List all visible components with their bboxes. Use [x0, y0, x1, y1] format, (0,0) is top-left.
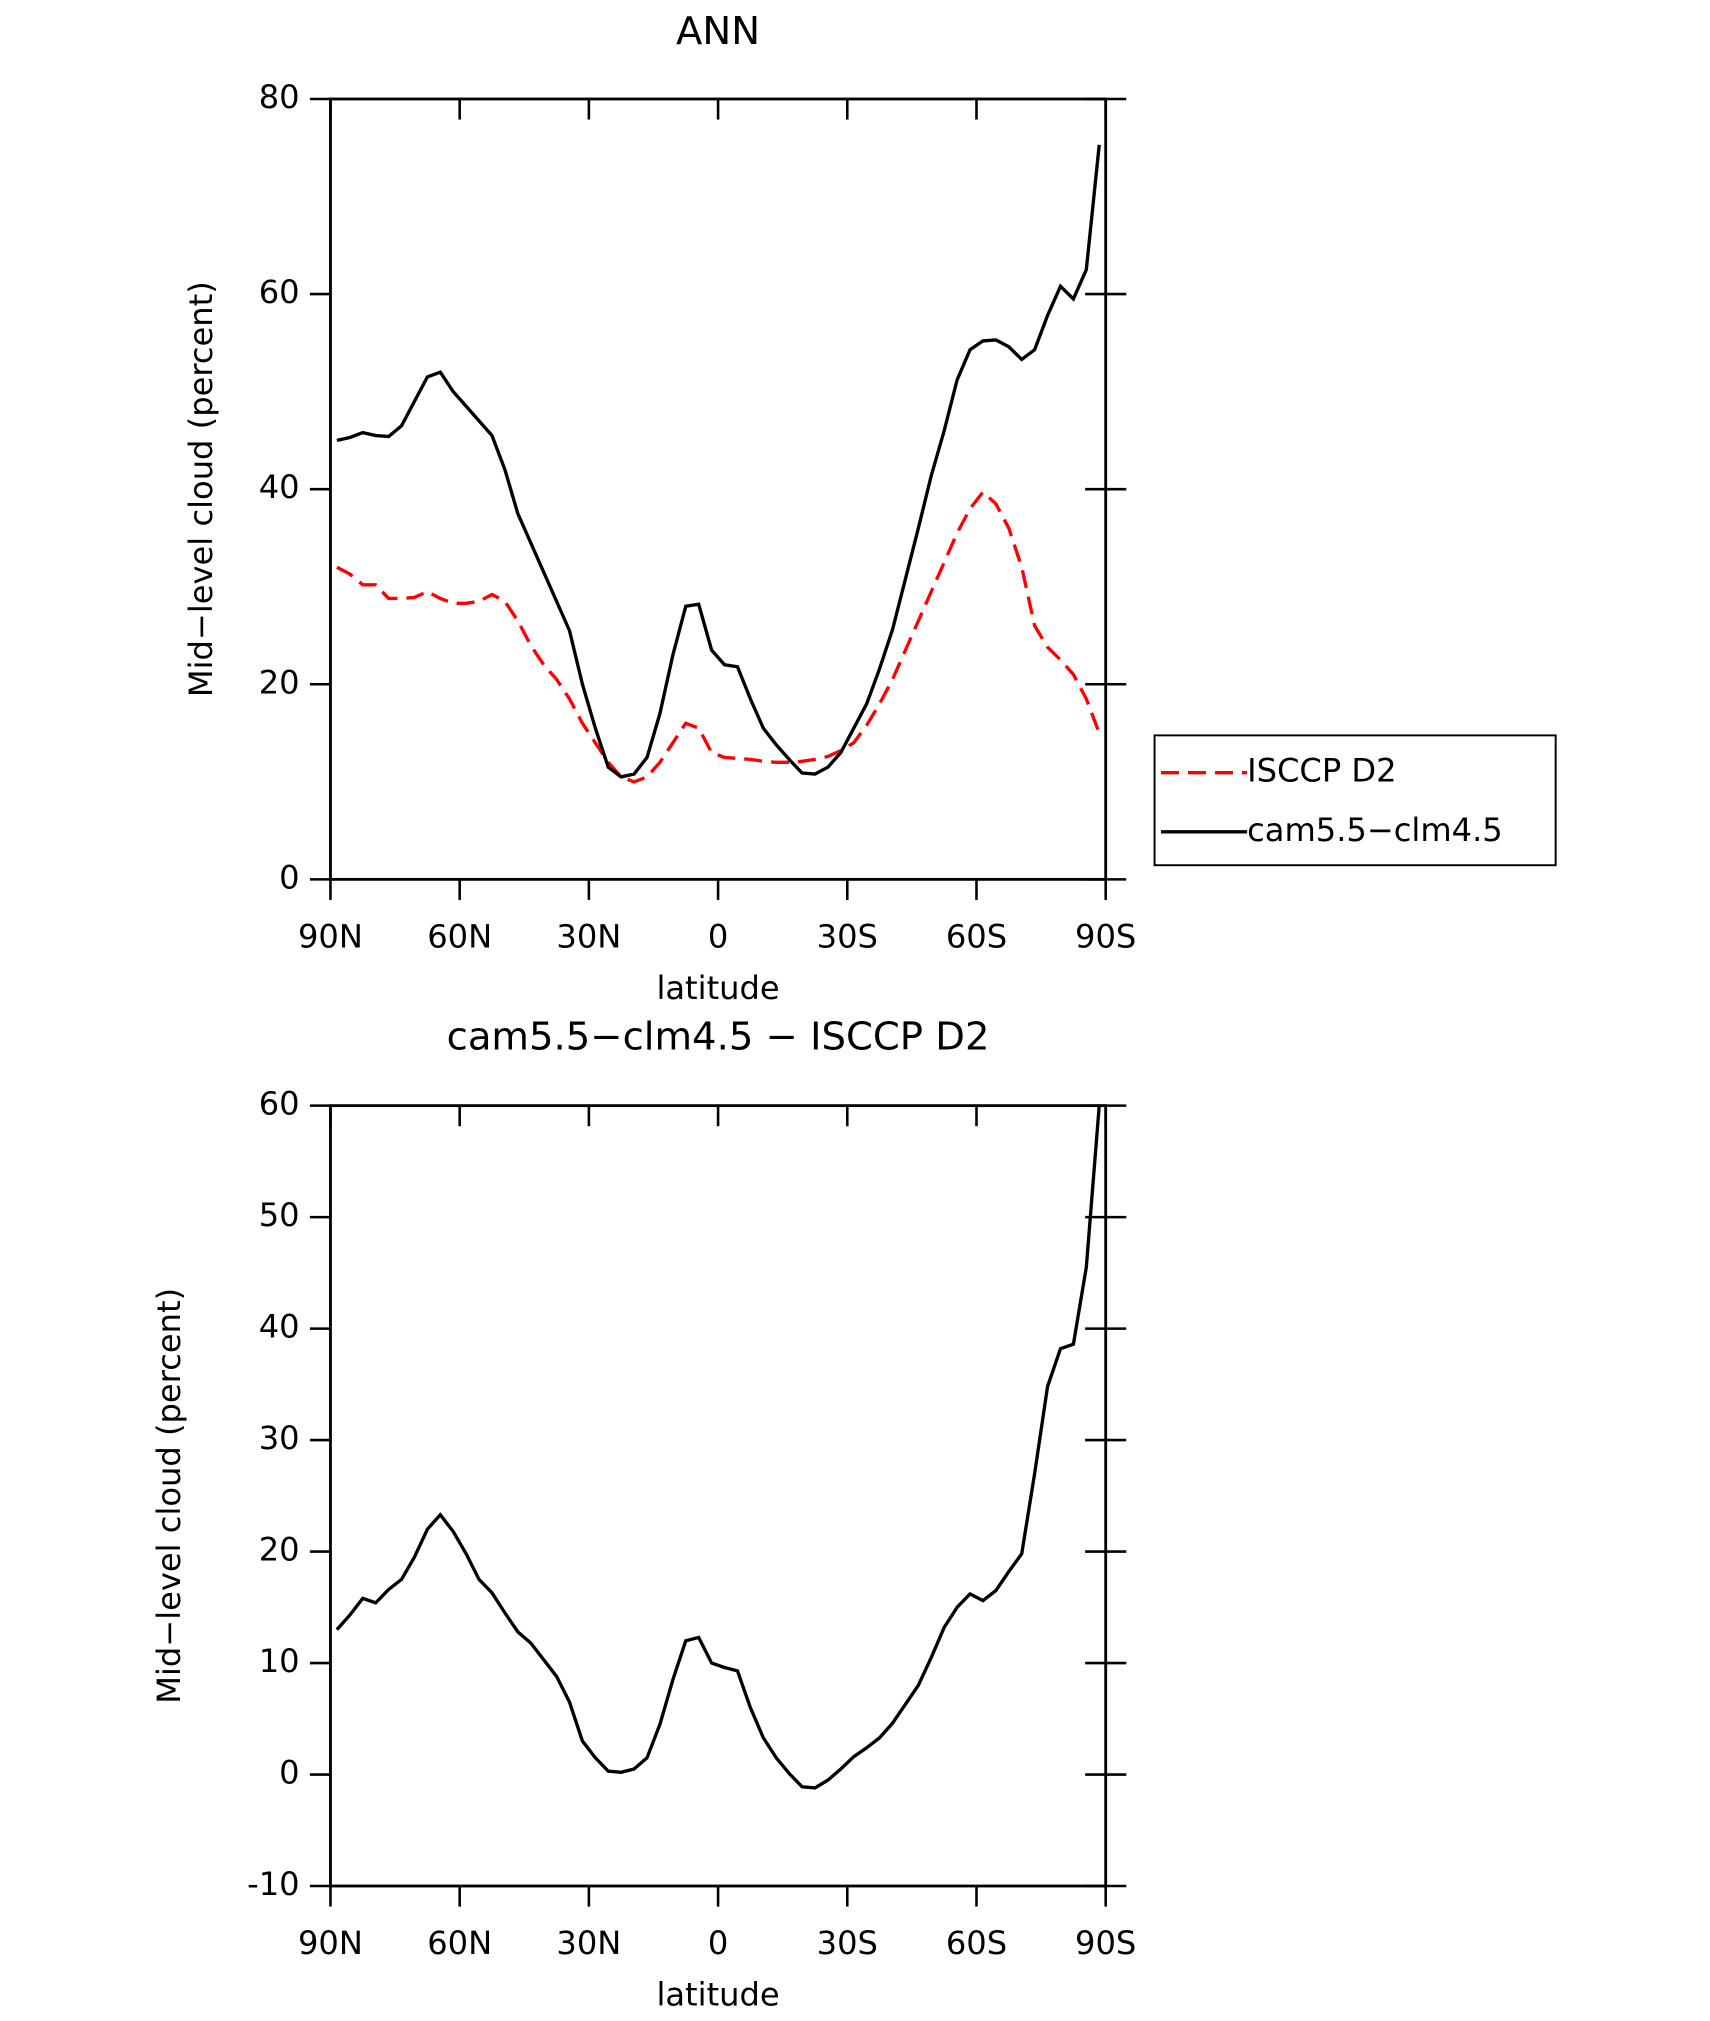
- x-tick-label: 30S: [817, 918, 878, 956]
- y-tick-label: 0: [279, 1754, 299, 1792]
- y-tick-label: 80: [259, 78, 300, 116]
- y-tick-label: -10: [247, 1865, 299, 1903]
- x-tick-label: 60S: [946, 1924, 1007, 1962]
- y-axis-label: Mid−level cloud (percent): [150, 1288, 188, 1704]
- x-tick-label: 60N: [427, 1924, 492, 1962]
- y-tick-label: 0: [279, 858, 299, 896]
- x-axis-label: latitude: [656, 1976, 779, 2014]
- x-axis-label: latitude: [656, 969, 779, 1007]
- y-tick-label: 40: [259, 468, 300, 506]
- x-tick-label: 90N: [298, 1924, 363, 1962]
- y-tick-label: 60: [259, 1085, 300, 1123]
- x-tick-label: 0: [708, 1924, 728, 1962]
- x-tick-label: 90S: [1075, 1924, 1136, 1962]
- x-tick-label: 90S: [1075, 918, 1136, 956]
- legend-label: ISCCP D2: [1247, 752, 1397, 790]
- y-tick-label: 30: [259, 1419, 300, 1457]
- y-tick-label: 10: [259, 1642, 300, 1680]
- series-line: [336, 489, 1101, 784]
- x-tick-label: 30S: [817, 1924, 878, 1962]
- y-tick-label: 60: [259, 273, 300, 311]
- x-tick-label: 60S: [946, 918, 1007, 956]
- chart-title: ANN: [676, 9, 760, 54]
- chart-title: cam5.5−clm4.5 − ISCCP D2: [447, 1014, 990, 1059]
- x-tick-label: 0: [708, 918, 728, 956]
- x-tick-label: 30N: [556, 918, 621, 956]
- x-tick-label: 60N: [427, 918, 492, 956]
- legend-label: cam5.5−clm4.5: [1247, 811, 1503, 849]
- series-line: [336, 144, 1101, 779]
- plot-frame: [329, 1104, 1108, 1888]
- data-line: [335, 1105, 1101, 1790]
- plot-frame: [329, 97, 1108, 881]
- y-tick-label: 20: [259, 1531, 300, 1569]
- y-tick-label: 40: [259, 1308, 300, 1346]
- y-tick-label: 50: [259, 1196, 300, 1234]
- x-tick-label: 90N: [298, 918, 363, 956]
- x-tick-label: 30N: [556, 1924, 621, 1962]
- legend-box: [1153, 734, 1557, 867]
- y-axis-label: Mid−level cloud (percent): [182, 281, 220, 697]
- y-tick-label: 20: [259, 663, 300, 701]
